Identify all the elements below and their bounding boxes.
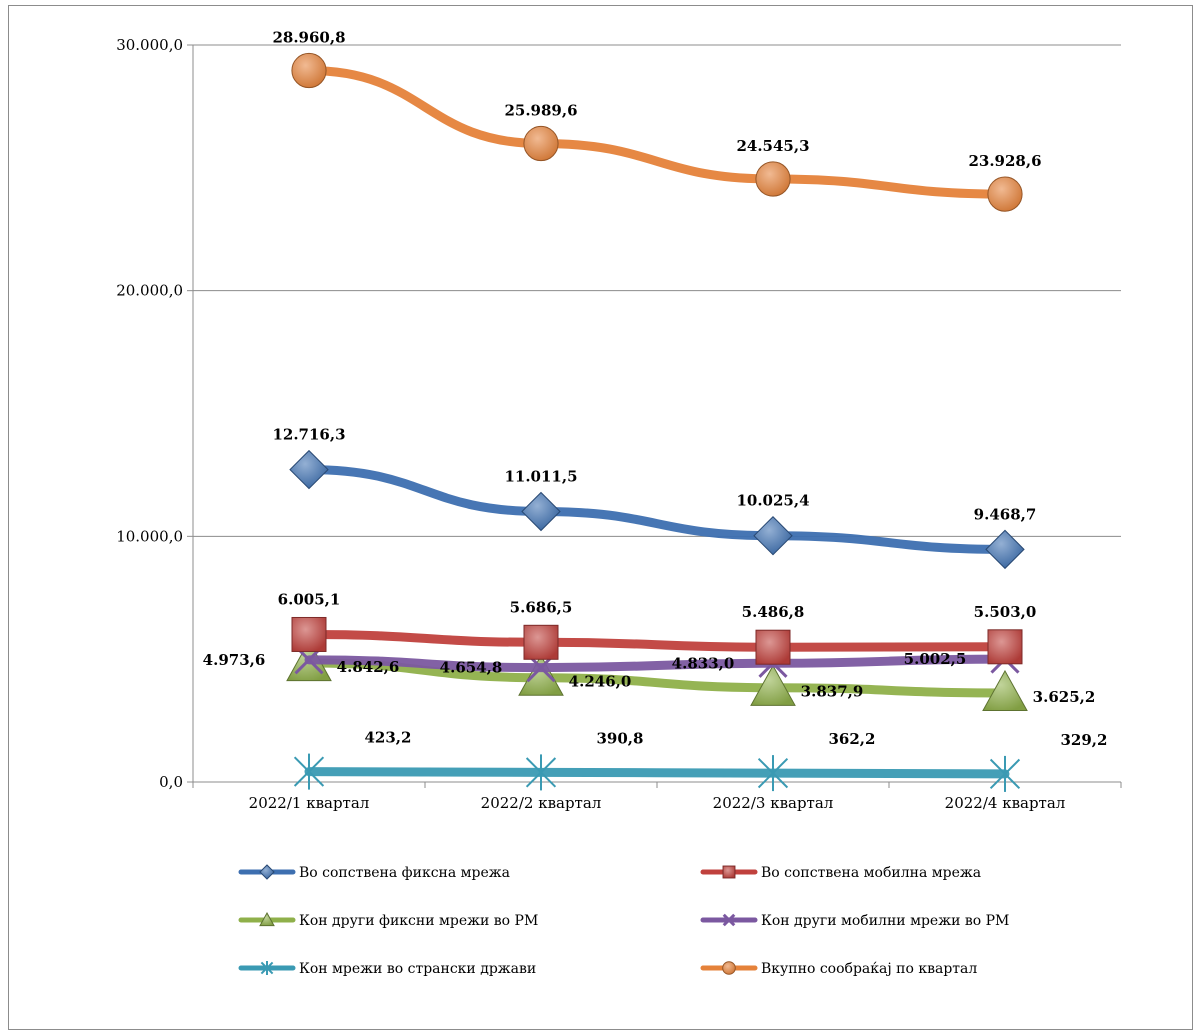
data-label: 6.005,1 xyxy=(278,590,341,608)
legend-item: Во сопствена фиксна мрежа xyxy=(238,864,510,881)
data-point xyxy=(987,176,1023,212)
x-tick-label: 2022/2 квартал xyxy=(481,794,602,812)
data-point xyxy=(982,669,1028,712)
data-label: 3.837,9 xyxy=(801,683,864,701)
x-tick-label: 2022/4 квартал xyxy=(945,794,1066,812)
data-label: 9.468,7 xyxy=(974,505,1037,523)
data-label: 5.002,5 xyxy=(904,650,967,668)
legend-label: Кон други фиксни мрежи во РМ xyxy=(299,913,538,929)
data-label: 4.973,6 xyxy=(203,651,266,669)
data-label: 4.654,8 xyxy=(440,659,503,677)
data-point xyxy=(291,52,327,89)
data-label: 28.960,8 xyxy=(272,29,345,47)
data-label: 23.928,6 xyxy=(968,152,1041,170)
legend-item: Вкупно сообраќај по квартал xyxy=(700,961,977,977)
legend-item: Во сопствена мобилна мрежа xyxy=(700,865,981,881)
data-point xyxy=(987,629,1023,665)
data-point xyxy=(291,616,327,652)
data-point xyxy=(755,629,791,665)
legend-marker xyxy=(722,961,736,975)
y-tick-label: 30.000,0 xyxy=(116,36,183,54)
data-point xyxy=(750,664,796,706)
legend-marker xyxy=(259,864,275,880)
y-tick-label: 20.000,0 xyxy=(116,282,183,300)
data-label: 5.503,0 xyxy=(974,603,1037,621)
y-tick-label: 10.000,0 xyxy=(116,527,183,545)
x-tick-label: 2022/1 квартал xyxy=(249,794,370,812)
data-label: 329,2 xyxy=(1061,731,1108,749)
data-point xyxy=(985,529,1025,570)
series-line xyxy=(304,654,1010,673)
series-line xyxy=(304,629,1010,652)
data-label: 4.842,6 xyxy=(337,658,400,676)
data-point xyxy=(753,516,793,556)
data-label: 25.989,6 xyxy=(504,102,577,120)
data-label: 10.025,4 xyxy=(736,492,809,510)
chart-frame: 0,0 10.000,0 20.000,0 30.000,0 2022/1 кварта… xyxy=(8,5,1193,1030)
data-point xyxy=(989,755,1021,792)
legend-item: Кон други фиксни мрежи во РМ xyxy=(238,911,538,929)
legend-label: Во сопствена фиксна мрежа xyxy=(299,865,510,881)
axes: 0,0 10.000,0 20.000,0 30.000,0 2022/1 кварта… xyxy=(116,36,1122,812)
legend-label: Кон други мобилни мрежи во РМ xyxy=(761,913,1009,929)
data-label: 11.011,5 xyxy=(504,467,577,485)
x-tick-label: 2022/3 квартал xyxy=(713,794,834,812)
data-label: 423,2 xyxy=(365,729,412,747)
data-point xyxy=(521,491,561,532)
data-labels: 12.716,3 11.011,5 10.025,4 9.468,7 6.005,1 5.… xyxy=(203,29,1108,749)
series-lines xyxy=(286,52,1028,792)
series-line xyxy=(304,66,1010,199)
line-chart: 0,0 10.000,0 20.000,0 30.000,0 2022/1 кварта… xyxy=(116,29,1122,977)
legend-marker xyxy=(260,961,274,975)
data-label: 5.686,5 xyxy=(510,598,573,616)
legend-label: Во сопствена мобилна мрежа xyxy=(761,865,981,881)
data-point xyxy=(523,624,559,660)
data-label: 24.545,3 xyxy=(736,137,809,155)
data-label: 4.246,0 xyxy=(569,673,632,691)
data-label: 12.716,3 xyxy=(272,426,345,444)
y-tick-label: 0,0 xyxy=(159,773,183,791)
data-point xyxy=(525,754,557,791)
legend-label: Вкупно сообраќај по квартал xyxy=(761,961,977,977)
legend: Во сопствена фиксна мрежа Во сопствена мо… xyxy=(238,864,1009,977)
legend-label: Кон мрежи во странски држави xyxy=(299,961,536,977)
series-line xyxy=(304,465,1010,554)
data-point xyxy=(289,449,329,490)
legend-item: Кон мрежи во странски држави xyxy=(238,961,536,977)
series-line xyxy=(304,658,1010,698)
series-line xyxy=(304,767,1010,779)
data-point xyxy=(755,161,791,197)
legend-marker xyxy=(722,913,736,927)
legend-item: Кон други мобилни мрежи во РМ xyxy=(700,913,1009,929)
data-label: 362,2 xyxy=(829,730,876,748)
data-point xyxy=(523,125,559,162)
data-point xyxy=(518,654,564,696)
data-label: 390,8 xyxy=(597,729,644,747)
data-point xyxy=(757,755,789,792)
data-label: 3.625,2 xyxy=(1033,688,1096,706)
data-point xyxy=(293,753,325,790)
legend-marker xyxy=(259,911,275,927)
legend-marker xyxy=(722,865,736,879)
data-label: 4.833,0 xyxy=(672,654,735,672)
data-label: 5.486,8 xyxy=(742,603,805,621)
